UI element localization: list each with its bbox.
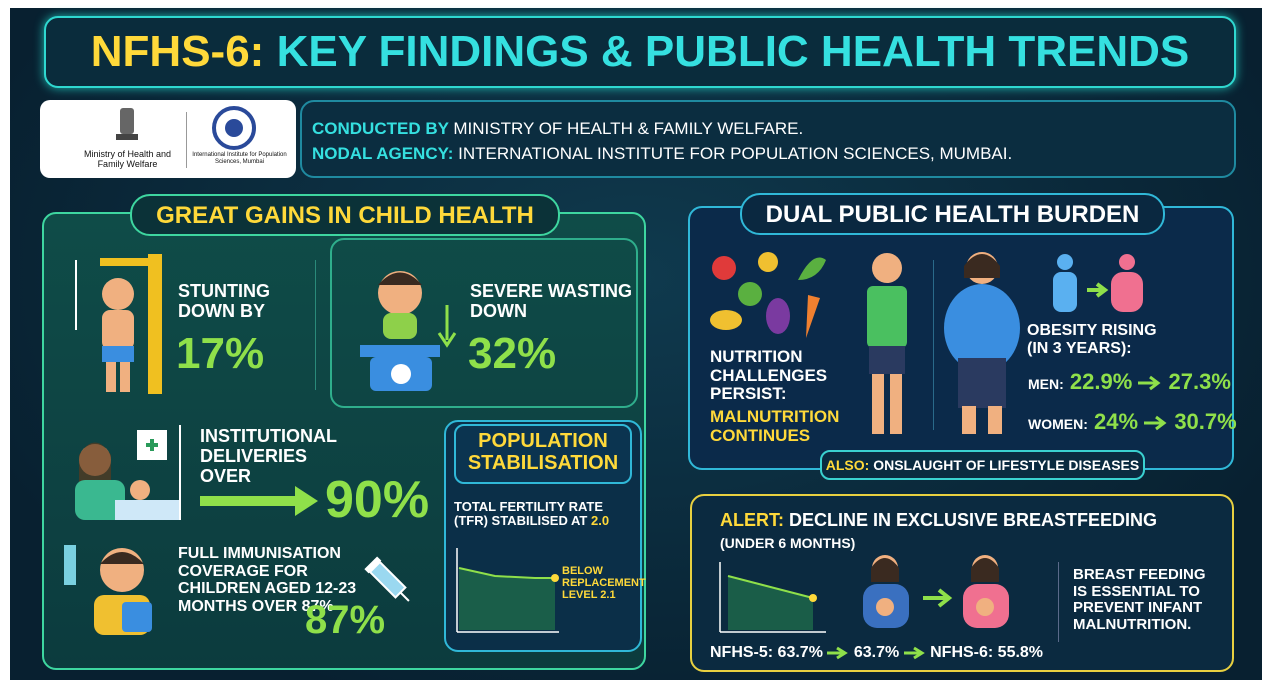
tfr-value: 2.0: [591, 513, 609, 528]
wasting-value: 32%: [468, 330, 556, 378]
divider: [315, 260, 316, 390]
stunting-value: 17%: [176, 330, 264, 378]
title-prefix: NFHS-6:: [91, 27, 265, 76]
institute-logo-text: International Institute for Population S…: [192, 152, 287, 165]
nodal-value: INTERNATIONAL INSTITUTE FOR POPULATION S…: [458, 144, 1012, 163]
tfr-line: TOTAL FERTILITY RATE (TFR) STABILISED AT…: [454, 500, 634, 529]
arrow: [904, 647, 926, 659]
woman-icon: [940, 248, 1025, 438]
also-line: ALSO: ONSLAUGHT OF LIFESTYLE DISEASES: [820, 458, 1145, 473]
immunisation-icon: [62, 540, 172, 640]
conducted-label: CONDUCTED BY: [312, 119, 449, 138]
stunting-label: STUNTING DOWN BY: [178, 282, 288, 322]
emblem-icon: [112, 104, 142, 146]
vegetables-icon: [708, 250, 828, 340]
alert-label: ALERT:: [720, 510, 784, 530]
conducted-value: MINISTRY OF HEALTH & FAMILY WELFARE.: [453, 119, 803, 138]
nutrition-label: NUTRITION CHALLENGES PERSIST:: [710, 348, 830, 404]
tfr-note: BELOW REPLACEMENT LEVEL 2.1: [562, 565, 642, 601]
logo-divider: [186, 112, 187, 168]
divider: [1058, 562, 1059, 642]
wasting-icon: [355, 255, 465, 395]
institute-logo: [212, 106, 256, 150]
also-text: ONSLAUGHT OF LIFESTYLE DISEASES: [873, 457, 1139, 473]
title-main: KEY FINDINGS & PUBLIC HEALTH TRENDS: [277, 27, 1190, 76]
trend-start: NFHS-5: 63.7%: [710, 644, 823, 661]
obesity-icon: [1045, 252, 1145, 317]
arrow: [1144, 416, 1168, 430]
burden-title: DUAL PUBLIC HEALTH BURDEN: [740, 202, 1165, 228]
stunting-icon: [70, 250, 170, 400]
nodal-label: NODAL AGENCY:: [312, 144, 453, 163]
trend-end: NFHS-6: 55.8%: [930, 644, 1043, 661]
deliveries-arrow: [200, 486, 320, 516]
alert-message: BREAST FEEDING IS ESSENTIAL TO PREVENT I…: [1073, 567, 1223, 633]
population-title: POPULATION STABILISATION: [454, 430, 632, 474]
women-from: 24%: [1094, 409, 1138, 434]
women-label: WOMEN:: [1028, 416, 1088, 432]
tfr-label: TOTAL FERTILITY RATE (TFR) STABILISED AT: [454, 499, 603, 528]
obesity-title: OBESITY RISING (IN 3 YEARS):: [1027, 322, 1177, 357]
nutrition-value: MALNUTRITION CONTINUES: [710, 408, 850, 445]
also-label: ALSO:: [826, 457, 870, 473]
divider: [933, 260, 934, 430]
arrow: [1138, 376, 1162, 390]
deliveries-value: 90%: [325, 472, 429, 529]
wasting-label: SEVERE WASTING DOWN: [470, 282, 635, 322]
alert-subtitle: (UNDER 6 MONTHS): [720, 536, 855, 551]
syringe-icon: [355, 540, 420, 605]
alert-title: DECLINE IN EXCLUSIVE BREASTFEEDING: [789, 510, 1157, 530]
breastfeeding-sparkline: [718, 562, 828, 634]
women-to: 30.7%: [1174, 409, 1236, 434]
tfr-sparkline: [455, 548, 565, 638]
nodal-line: NODAL AGENCY: INTERNATIONAL INSTITUTE FO…: [312, 145, 1012, 164]
arrow: [827, 647, 849, 659]
ministry-logo-text: Ministry of Health and Family Welfare: [70, 150, 185, 170]
trend-middle: 63.7%: [854, 644, 899, 661]
mothers-icon: [855, 552, 1025, 632]
conducted-line: CONDUCTED BY MINISTRY OF HEALTH & FAMILY…: [312, 120, 803, 139]
men-from: 22.9%: [1070, 369, 1132, 394]
breastfeeding-trend: NFHS-5: 63.7% 63.7% NFHS-6: 55.8%: [710, 644, 1043, 662]
delivery-icon: [65, 425, 185, 525]
men-to: 27.3%: [1169, 369, 1231, 394]
header-info-box: [300, 100, 1236, 178]
child-health-title: GREAT GAINS IN CHILD HEALTH: [130, 203, 560, 229]
obesity-women-row: WOMEN: 24% 30.7%: [1028, 410, 1237, 434]
alert-title-line: ALERT: DECLINE IN EXCLUSIVE BREASTFEEDIN…: [720, 511, 1157, 531]
page: NFHS-6: KEY FINDINGS & PUBLIC HEALTH TRE…: [0, 0, 1272, 688]
men-label: MEN:: [1028, 376, 1064, 392]
title: NFHS-6: KEY FINDINGS & PUBLIC HEALTH TRE…: [44, 28, 1236, 76]
man-icon: [855, 248, 920, 438]
immunisation-value: 87%: [305, 598, 385, 642]
obesity-men-row: MEN: 22.9% 27.3%: [1028, 370, 1231, 394]
